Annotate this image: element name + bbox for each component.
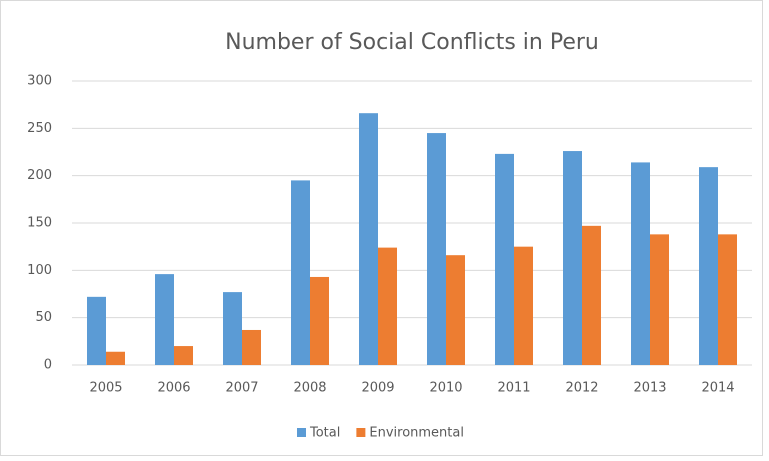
bar: [378, 247, 397, 365]
y-tick-label: 0: [44, 358, 52, 373]
x-tick-label: 2009: [361, 381, 394, 396]
x-tick-label: 2013: [633, 381, 666, 396]
bar: [242, 329, 261, 365]
legend-label: Total: [309, 426, 340, 441]
x-tick-label: 2008: [293, 381, 326, 396]
x-tick-label: 2012: [565, 381, 598, 396]
x-tick-label: 2010: [429, 381, 462, 396]
bar: [174, 346, 193, 365]
bar: [427, 133, 446, 365]
bar: [359, 113, 378, 365]
legend-label: Environmental: [369, 426, 464, 441]
bar: [223, 292, 242, 365]
bar: [699, 167, 718, 365]
y-tick-label: 250: [27, 121, 52, 136]
legend-swatch: [297, 428, 306, 437]
bar: [631, 162, 650, 365]
x-tick-label: 2007: [225, 381, 258, 396]
bar: [563, 151, 582, 365]
bar: [291, 180, 310, 365]
bar: [106, 351, 125, 365]
bar: [495, 153, 514, 365]
bar: [155, 274, 174, 365]
bar: [718, 234, 737, 365]
y-tick-label: 50: [35, 310, 52, 325]
bar: [446, 255, 465, 365]
bar: [514, 246, 533, 365]
y-tick-label: 300: [27, 74, 52, 89]
y-tick-label: 100: [27, 263, 52, 278]
y-tick-label: 150: [27, 216, 52, 231]
bar: [310, 276, 329, 365]
x-tick-label: 2011: [497, 381, 530, 396]
y-tick-label: 200: [27, 168, 52, 183]
bar: [87, 296, 106, 365]
legend-swatch: [356, 428, 366, 437]
bar: [582, 225, 601, 365]
x-tick-label: 2014: [701, 381, 734, 396]
bar: [650, 234, 669, 365]
chart-title: Number of Social Conflicts in Peru: [225, 30, 599, 55]
x-tick-label: 2005: [89, 381, 122, 396]
x-tick-label: 2006: [157, 381, 190, 396]
